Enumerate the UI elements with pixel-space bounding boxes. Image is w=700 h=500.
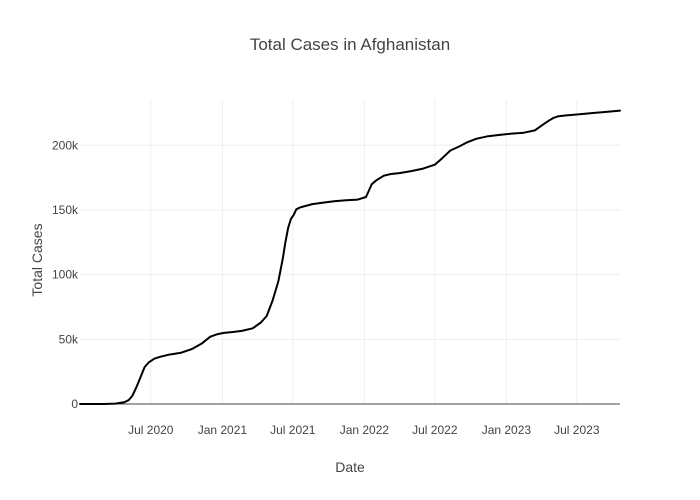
x-tick-label: Jan 2021: [198, 423, 248, 437]
x-tick-label: Jul 2020: [128, 423, 174, 437]
x-tick-label: Jul 2023: [554, 423, 600, 437]
y-tick-label: 150k: [52, 203, 79, 217]
y-tick-label: 200k: [52, 138, 79, 152]
x-tick-label: Jul 2022: [412, 423, 458, 437]
x-axis-label: Date: [335, 459, 365, 475]
chart-title: Total Cases in Afghanistan: [250, 35, 450, 54]
y-tick-label: 50k: [59, 332, 79, 346]
y-tick-label: 0: [71, 397, 78, 411]
x-axis-ticks: Jul 2020 Jan 2021 Jul 2021 Jan 2022 Jul 2022…: [128, 423, 600, 437]
x-tick-label: Jan 2022: [340, 423, 390, 437]
x-grid: [150, 100, 578, 404]
y-axis-ticks: 0 50k 100k 150k 200k: [52, 138, 79, 411]
x-tick-label: Jan 2023: [482, 423, 532, 437]
y-tick-label: 100k: [52, 268, 79, 282]
series-line-total-cases: [79, 109, 621, 405]
x-tick-label: Jul 2021: [270, 423, 316, 437]
series-layer: [79, 109, 621, 405]
y-axis-label: Total Cases: [29, 223, 45, 296]
y-grid: [80, 144, 620, 405]
